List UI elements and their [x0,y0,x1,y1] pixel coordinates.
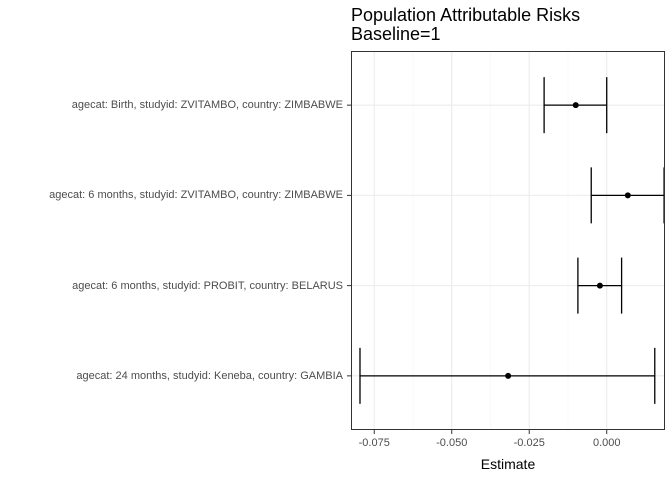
x-tick-label: -0.050 [436,437,468,449]
chart-subtitle: Baseline=1 [351,24,441,44]
x-tick-label: -0.075 [358,437,390,449]
category-label: agecat: 24 months, studyid: Keneba, coun… [76,369,343,382]
panel-border [351,51,665,430]
estimate-point [624,192,631,199]
estimate-point [596,282,603,289]
x-tick-label: 0.000 [592,437,621,449]
chart-title: Population Attributable Risks [351,5,581,25]
category-label: agecat: Birth, studyid: ZVITAMBO, countr… [71,99,343,112]
category-label: agecat: 6 months, studyid: PROBIT, count… [72,279,343,292]
estimate-point [572,102,579,109]
category-label: agecat: 6 months, studyid: ZVITAMBO, cou… [49,189,343,202]
plot-panel [351,51,665,430]
x-tick-label: -0.025 [513,437,545,449]
x-axis-title: Estimate [480,456,536,472]
estimate-point [505,372,512,379]
